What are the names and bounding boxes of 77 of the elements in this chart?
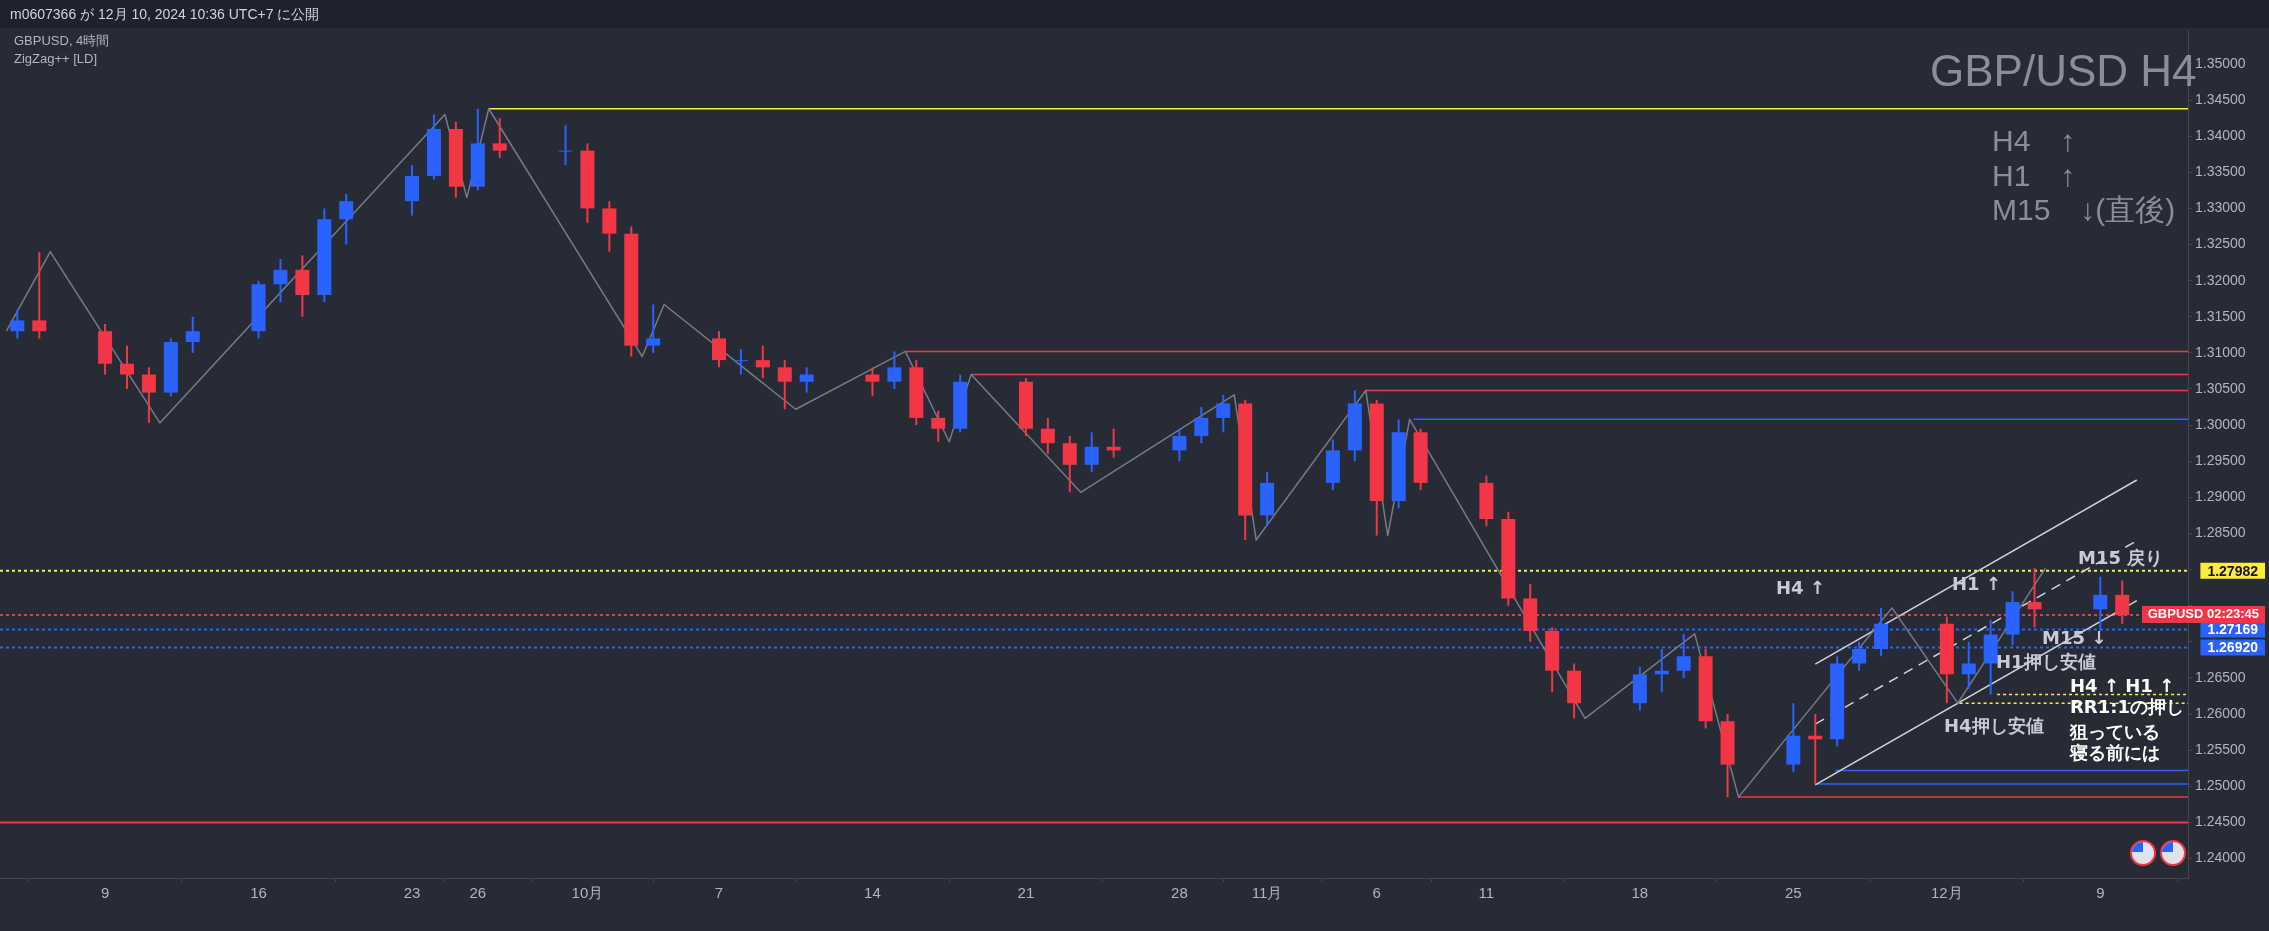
candlestick: [777, 359, 792, 411]
x-tick-label: 11月: [1251, 884, 1283, 902]
x-tick-label: 28: [1171, 884, 1188, 902]
ref-line-label: 1.26920: [2207, 639, 2259, 656]
ref-line-label: 1.27982: [2207, 562, 2259, 579]
y-tick-label: 1.26500: [2195, 668, 2246, 685]
y-tick-label: 1.24000: [2195, 849, 2246, 866]
y-tick-label: 1.29500: [2195, 452, 2246, 469]
candlestick: [646, 303, 661, 354]
y-tick-label: 1.28500: [2195, 524, 2246, 541]
x-tick-label: 6: [1372, 884, 1381, 902]
y-tick-label: 1.32500: [2195, 235, 2246, 252]
candlestick: [733, 348, 748, 376]
y-tick-label: 1.32000: [2195, 271, 2246, 288]
annotation: H4 ↑ H1 ↑: [2070, 675, 2175, 697]
y-tick-label: 1.30500: [2195, 379, 2246, 396]
annotation: ZigZag++ [LD]: [14, 51, 98, 67]
x-tick-label: 11: [1478, 884, 1495, 902]
annotation: H1 ↑: [1952, 573, 2001, 595]
candlestick: [1040, 416, 1055, 455]
y-tick-label: 1.29000: [2195, 488, 2246, 505]
chart-title: GBP/USD H4: [1930, 46, 2197, 95]
x-tick-label: 16: [250, 884, 267, 902]
candlestick: [1194, 406, 1209, 445]
y-tick-label: 1.25500: [2195, 741, 2246, 758]
annotation: RR1:1の押し: [2070, 696, 2184, 718]
y-tick-label: 1.31500: [2195, 307, 2246, 324]
y-tick-label: 1.33500: [2195, 163, 2246, 180]
candlestick: [492, 117, 507, 159]
y-tick-label: 1.25000: [2195, 777, 2246, 794]
candlestick: [558, 124, 573, 167]
candlestick: [339, 192, 354, 246]
candlestick: [10, 308, 25, 340]
ref-line-label: 1.27169: [2207, 621, 2259, 638]
annotation: H4 ↑ H1 ↑ M15 ↓(直後): [1992, 124, 2176, 228]
y-tick-label: 1.30000: [2195, 415, 2246, 432]
annotation: H4 ↑: [1776, 577, 1825, 599]
annotation: H4押し安値: [1944, 715, 2044, 737]
y-tick-label: 1.26000: [2195, 704, 2246, 721]
x-tick-label: 10月: [571, 884, 604, 902]
x-tick-label: 18: [1631, 884, 1649, 902]
y-tick-label: 1.34000: [2195, 127, 2246, 144]
x-tick-label: 25: [1784, 884, 1802, 902]
candlestick: [141, 366, 156, 424]
y-tick-label: 1.34500: [2195, 90, 2246, 107]
candlestick: [1172, 427, 1187, 463]
candlestick: [185, 315, 200, 354]
annotation: M15 戻り: [2078, 547, 2164, 569]
x-tick-label: 12月: [1930, 884, 1963, 902]
candlestick: [711, 330, 726, 369]
annotation: 狙っている: [2070, 721, 2160, 743]
x-tick-label: 7: [714, 884, 724, 902]
x-tick-label: 9: [2096, 884, 2105, 902]
x-tick-label: 9: [100, 884, 110, 902]
text: m0607366 が 12月 10, 2024 10:36 UTC+7 に公開: [10, 6, 320, 23]
candlestick: [865, 366, 880, 398]
y-tick-label: 1.35000: [2195, 54, 2246, 71]
annotation: 寝る前には: [2070, 742, 2160, 764]
candlestick: [1062, 434, 1077, 494]
chart-subtitle: GBPUSD, 4時間: [14, 33, 110, 49]
candlestick: [799, 366, 814, 394]
annotation: GBPUSD 02:23:45: [2141, 606, 2265, 623]
y-tick-label: 1.31000: [2195, 343, 2246, 360]
y-tick-label: 1.24500: [2195, 813, 2246, 830]
x-tick-label: 21: [1017, 884, 1035, 902]
candlestick: [755, 344, 770, 380]
candlestick: [887, 350, 902, 390]
candlestick: [1084, 431, 1099, 474]
x-tick-label: 14: [864, 884, 881, 902]
candlestick: [119, 344, 134, 390]
x-tick-label: 23: [403, 884, 421, 902]
candlestick: [32, 250, 47, 340]
x-tick-label: 26: [469, 884, 487, 902]
candlestick: [1216, 393, 1231, 434]
candlestick: [273, 257, 288, 304]
y-tick-label: 1.33000: [2195, 199, 2246, 216]
candlestick: [931, 409, 946, 443]
